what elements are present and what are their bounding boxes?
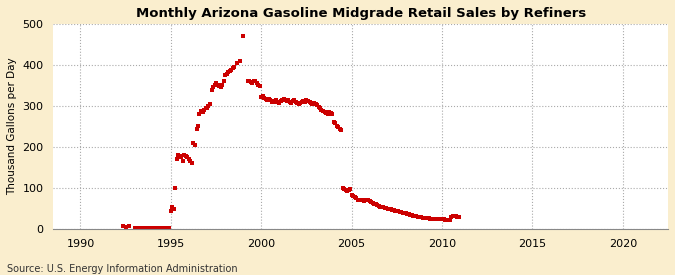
Text: Source: U.S. Energy Information Administration: Source: U.S. Energy Information Administ…: [7, 264, 238, 274]
Title: Monthly Arizona Gasoline Midgrade Retail Sales by Refiners: Monthly Arizona Gasoline Midgrade Retail…: [136, 7, 586, 20]
Y-axis label: Thousand Gallons per Day: Thousand Gallons per Day: [7, 58, 17, 195]
